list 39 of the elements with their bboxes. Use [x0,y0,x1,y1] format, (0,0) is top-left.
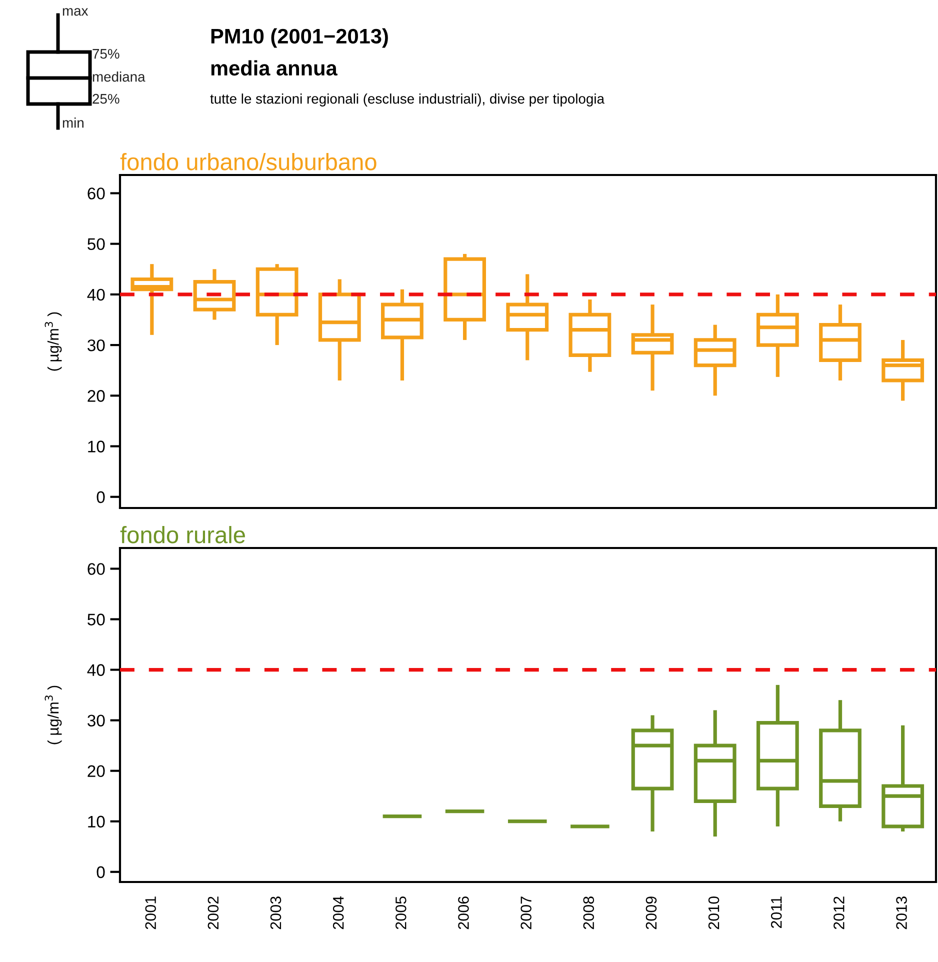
text: min [62,118,84,128]
y-tick-label: 20 [88,390,105,402]
y-tick-label: 40 [87,288,105,301]
x-tick-label: 2011 [770,896,782,928]
y-tick-label: 30 [88,339,105,352]
x-tick-label: 2006 [458,896,469,930]
y-tick-label: 50 [88,238,105,250]
text: tutte le stazioni regionali (escluse industriali), divise per tipologia [210,94,604,106]
y-tick-label: 10 [88,440,105,452]
y-tick-label: 20 [88,765,105,778]
x-tick-label: 2010 [708,896,720,930]
x-tick-label: 2001 [145,896,156,930]
text: 75% [92,48,120,59]
y-tick-label: 40 [87,664,105,676]
y-axis-title: ( µg/m$^{3}$ ) [44,312,62,371]
y-tick-label: 30 [88,714,105,727]
text: media annua [211,60,338,76]
text: PM10 (2001−2013) [211,28,388,48]
chart-title: fondo rurale [120,526,245,544]
text: 25% [92,94,120,104]
text: max [62,8,88,16]
x-tick-label: 2013 [896,896,907,930]
chart-title: fondo urbano/suburbano [120,152,376,170]
y-tick-label: 60 [88,563,105,575]
x-tick-label: 2008 [583,896,594,930]
x-tick-label: 2007 [520,896,532,930]
x-tick-label: 2012 [834,896,844,930]
y-tick-label: 0 [96,866,105,878]
x-tick-label: 2004 [332,896,344,930]
y-tick-label: 0 [96,491,105,504]
x-tick-label: 2009 [646,896,657,930]
x-tick-label: 2003 [270,896,282,930]
x-tick-label: 2005 [396,896,406,930]
y-tick-label: 60 [88,188,105,200]
text: mediana [92,72,146,82]
y-tick-label: 50 [88,614,105,626]
y-axis-title: ( µg/m$^{3}$ ) [44,686,62,744]
x-tick-label: 2002 [208,896,219,930]
y-tick-label: 10 [88,816,105,828]
